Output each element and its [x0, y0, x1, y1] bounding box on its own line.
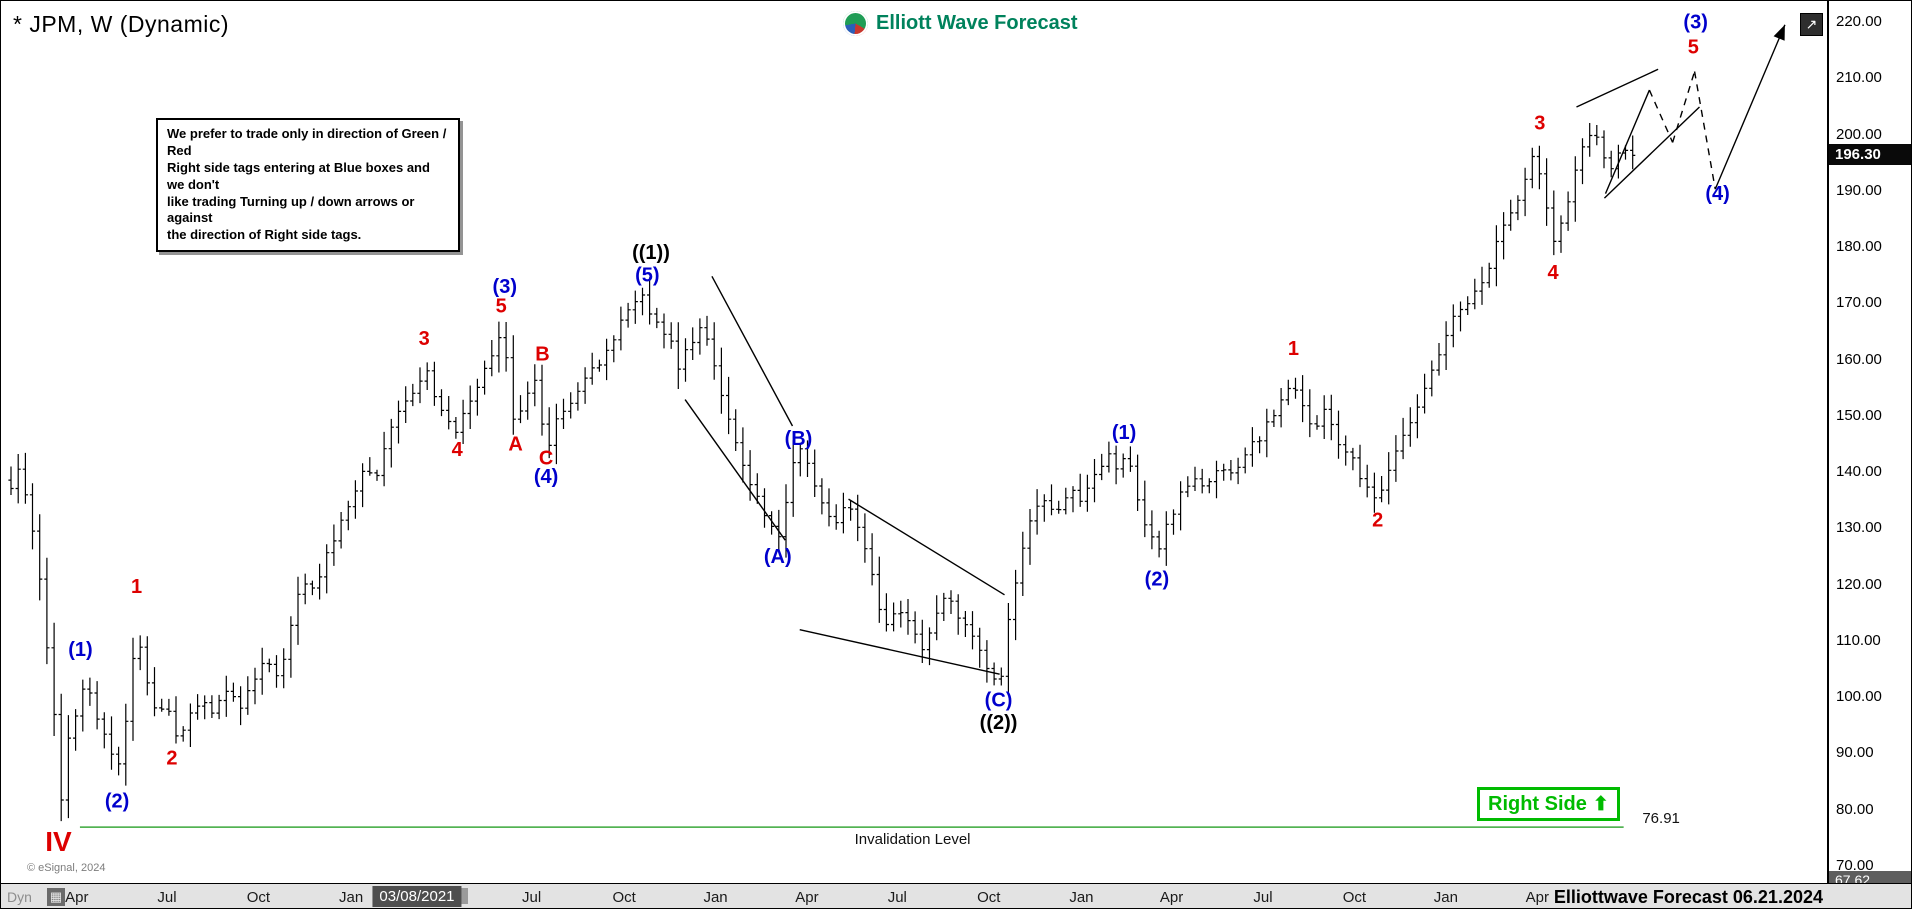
- copyright-text: © eSignal, 2024: [27, 862, 106, 874]
- brand-logo: Elliott Wave Forecast: [843, 11, 1078, 36]
- price-tick-label: 80.00: [1836, 800, 1874, 818]
- time-tick-label: Jul: [157, 889, 177, 906]
- time-tick-label: Jan: [339, 889, 364, 906]
- trend-line: [799, 628, 1000, 675]
- brand-logo-icon: [843, 11, 868, 36]
- wave-label: ((1)): [632, 242, 670, 264]
- price-tick-label: 90.00: [1836, 744, 1874, 762]
- price-tick-label: 120.00: [1836, 575, 1882, 593]
- wave-label: B: [535, 343, 549, 365]
- time-tick-label: Jan: [1433, 889, 1458, 906]
- invalidation-value: 76.91: [1642, 810, 1680, 827]
- time-tick-label: Oct: [1342, 889, 1367, 906]
- wave-label: 4: [1548, 262, 1560, 284]
- wave-label: C: [539, 447, 553, 469]
- time-tick-label: Apr: [65, 889, 89, 906]
- brand-name: Elliott Wave Forecast: [876, 12, 1078, 34]
- time-tick-label: Jul: [887, 889, 907, 906]
- trend-line: [1604, 89, 1651, 194]
- time-tick-label: Apr: [1159, 889, 1184, 906]
- time-tick-label: Jan: [703, 889, 728, 906]
- wave-label: (A): [764, 546, 792, 568]
- wave-label: 3: [419, 328, 430, 350]
- arrow-head-icon: [1773, 24, 1785, 41]
- time-tick-label: Apr: [1525, 889, 1549, 906]
- invalidation-label: Invalidation Level: [855, 831, 971, 848]
- wave-label: 2: [1372, 509, 1383, 531]
- wave-label: (C): [985, 689, 1013, 711]
- wave-label: (1): [68, 639, 92, 661]
- wave-label: (2): [105, 791, 129, 813]
- wave-label: 5: [496, 296, 507, 318]
- footer-watermark: Elliottwave Forecast 06.21.2024: [1553, 887, 1823, 907]
- wave-label: (1): [1112, 422, 1136, 444]
- trading-note-line: like trading Turning up / down arrows or…: [167, 193, 415, 226]
- trend-line: [1671, 71, 1696, 143]
- wave-label: 1: [131, 576, 142, 598]
- scroll-arrow-icon: ↗: [1805, 16, 1818, 32]
- price-tick-label: 170.00: [1836, 294, 1882, 312]
- up-arrow-icon: ⬆: [1592, 793, 1609, 815]
- wave-label: 2: [166, 747, 177, 769]
- wave-label: 1: [1288, 338, 1299, 360]
- trend-line: [1693, 71, 1716, 190]
- wave-label: ((2)): [980, 712, 1018, 734]
- time-tick-label: Oct: [246, 889, 271, 906]
- wave-label: (4): [1705, 183, 1729, 205]
- trend-line: [684, 399, 786, 541]
- price-tick-label: 100.00: [1836, 688, 1882, 706]
- mode-label: Dyn: [7, 889, 32, 905]
- time-tick-label: Oct: [612, 889, 636, 906]
- selected-date-badge[interactable]: 03/08/2021: [372, 886, 462, 907]
- trend-line: [1648, 89, 1674, 143]
- wave-label: (2): [1145, 568, 1169, 590]
- mode-icon[interactable]: ▦: [47, 888, 65, 906]
- time-tick-label: Jul: [1253, 889, 1273, 906]
- time-axis[interactable]: Dyn ▦ Elliottwave Forecast 06.21.2024 Ap…: [1, 883, 1911, 908]
- scroll-to-latest-button[interactable]: ↗: [1800, 13, 1823, 36]
- trend-line: [848, 498, 1005, 596]
- right-side-label: Right Side: [1488, 792, 1587, 815]
- wave-label: (5): [635, 265, 659, 287]
- price-chart[interactable]: IV 1 2 3 4 5 A B C 1 2 3 4 5 (1) (2) (3) (4) (5) (A) (B) (C)(…: [1, 1, 1827, 883]
- trading-note: We prefer to trade only in direction of …: [156, 118, 460, 253]
- time-tick-label: Jan: [1069, 889, 1094, 906]
- wave-label: 5: [1688, 37, 1699, 59]
- time-tick-label: Apr: [795, 889, 819, 906]
- time-tick-label: Jul: [522, 889, 542, 906]
- wave-label: 4: [452, 439, 464, 461]
- price-tick-label: 210.00: [1836, 69, 1882, 87]
- trading-note-line: We prefer to trade only in direction of …: [167, 126, 447, 158]
- ohlc-bars: [8, 123, 1636, 822]
- price-tick-label: 160.00: [1836, 350, 1882, 368]
- trading-note-line: the direction of Right side tags.: [167, 227, 362, 243]
- price-tick-label: 180.00: [1836, 238, 1882, 256]
- wave-label: (3): [493, 276, 517, 298]
- wave-label: A: [508, 433, 522, 455]
- trend-line: [711, 275, 794, 427]
- trend-line: [1714, 24, 1786, 190]
- trend-line: [1603, 106, 1700, 199]
- trend-line: [1576, 68, 1659, 108]
- symbol-title: * JPM, W (Dynamic): [13, 11, 229, 37]
- trading-note-line: Right side tags entering at Blue boxes a…: [167, 159, 430, 192]
- price-tick-label: 150.00: [1836, 406, 1882, 424]
- price-tick-label: 70.00: [1836, 857, 1874, 874]
- right-side-badge: Right Side ⬆: [1477, 787, 1620, 821]
- price-axis[interactable]: 220.00 210.00 200.00 190.00 180.00 170.00 160.…: [1827, 1, 1911, 889]
- price-tick-label: 110.00: [1836, 631, 1881, 649]
- wave-label: (4): [534, 466, 558, 488]
- wave-label: IV: [45, 826, 72, 857]
- wave-label: (B): [785, 428, 813, 450]
- price-tick-label: 190.00: [1836, 181, 1882, 199]
- current-price-badge: 196.30: [1829, 144, 1911, 166]
- time-tick-label: Oct: [977, 889, 1001, 906]
- price-tick-label: 130.00: [1836, 519, 1882, 537]
- wave-label: (3): [1683, 11, 1707, 33]
- price-tick-label: 140.00: [1836, 463, 1882, 481]
- price-tick-label: 220.00: [1836, 13, 1882, 30]
- price-tick-label: 200.00: [1836, 125, 1882, 143]
- wave-label: 3: [1534, 113, 1545, 135]
